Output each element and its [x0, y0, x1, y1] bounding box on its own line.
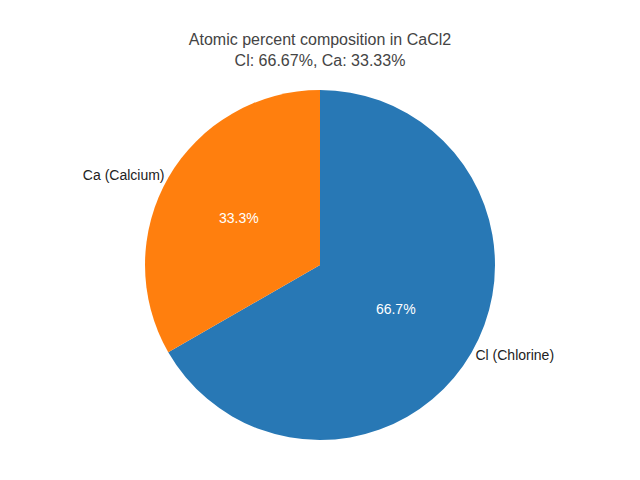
- svg-text:33.3%: 33.3%: [219, 210, 259, 226]
- svg-text:66.7%: 66.7%: [376, 301, 416, 317]
- svg-text:Atomic percent composition in: Atomic percent composition in CaCl2Cl: 6…: [189, 31, 451, 69]
- svg-text:Ca (Calcium): Ca (Calcium): [83, 167, 165, 183]
- svg-text:Cl (Chlorine): Cl (Chlorine): [475, 347, 554, 363]
